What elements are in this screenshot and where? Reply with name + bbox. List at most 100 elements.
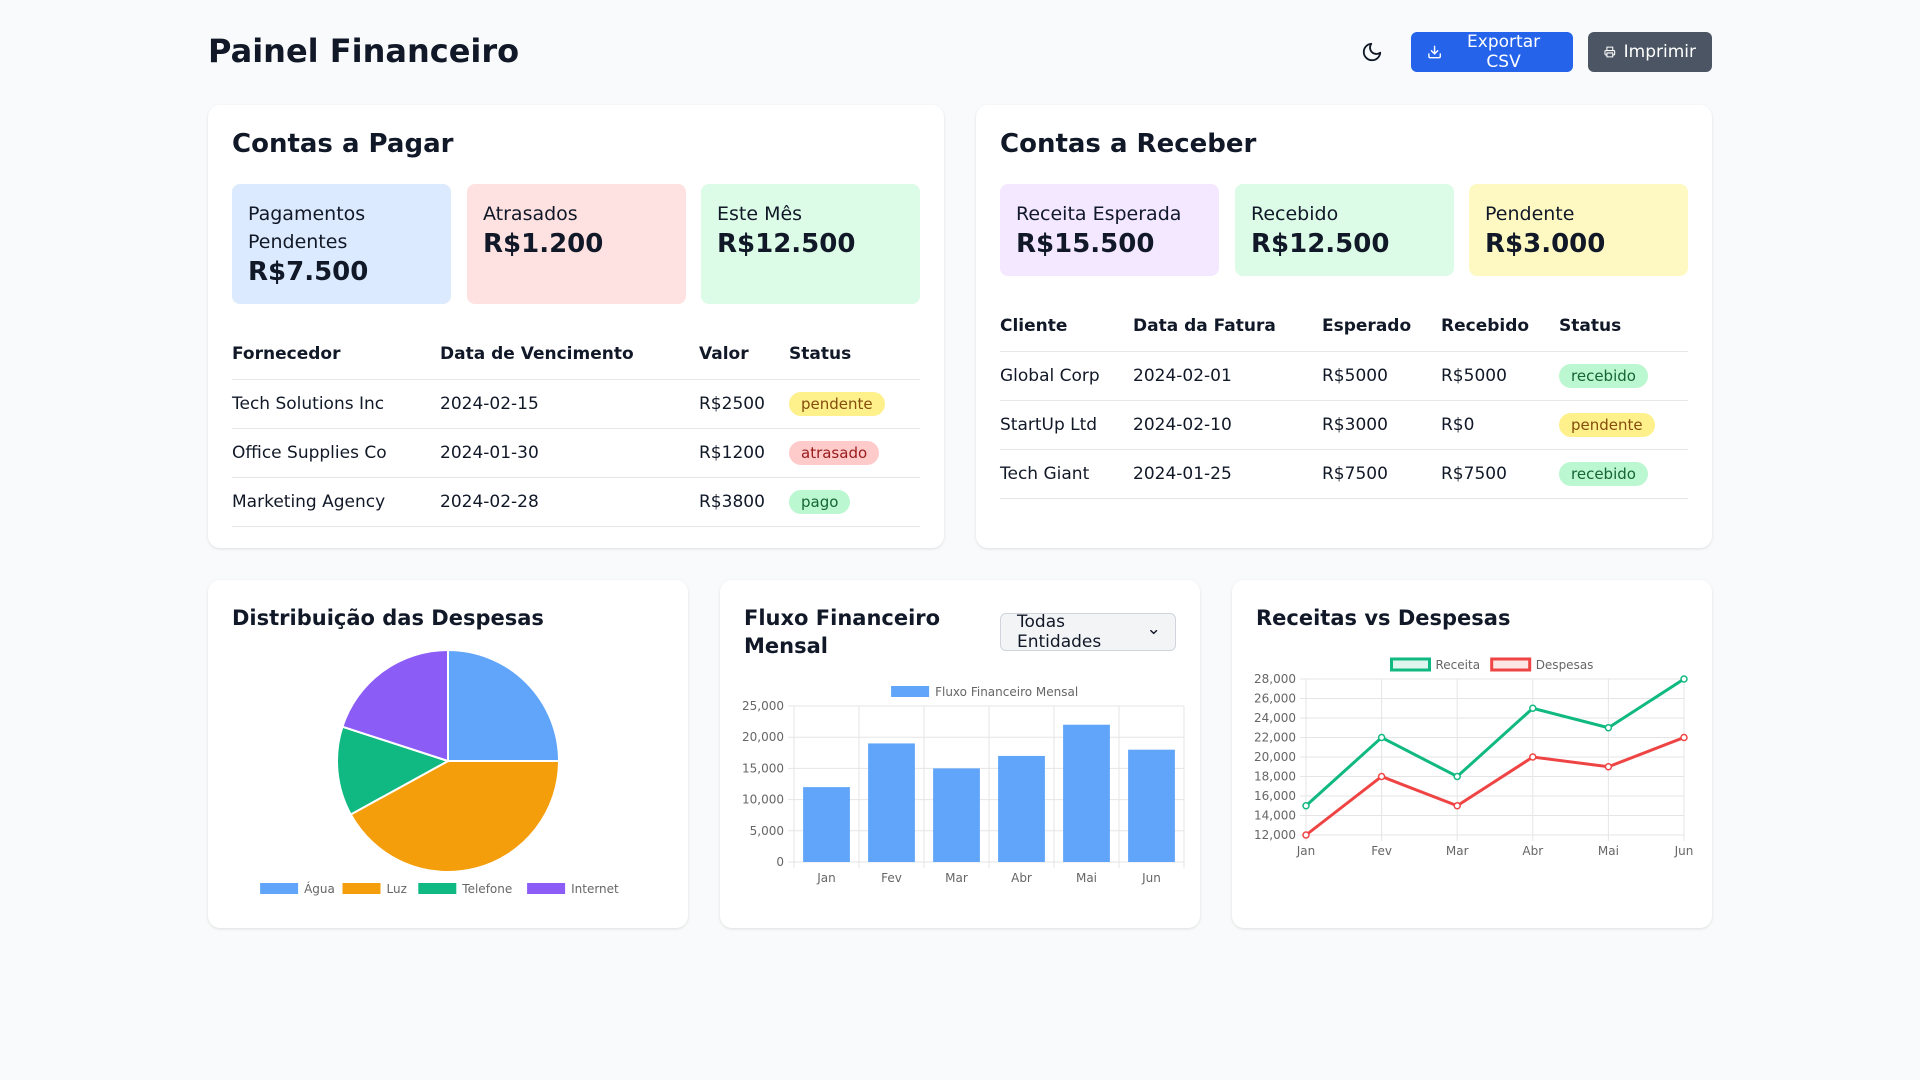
amount-cell: R$3800 bbox=[699, 477, 789, 527]
table-header-row: Cliente Data da Fatura Esperado Recebido… bbox=[1000, 301, 1688, 352]
client-cell: Tech Giant bbox=[1000, 449, 1133, 499]
page-title: Painel Financeiro bbox=[208, 32, 520, 70]
due-date-cell: 2024-02-15 bbox=[440, 379, 699, 429]
status-badge: recebido bbox=[1559, 461, 1648, 486]
data-point bbox=[1529, 704, 1537, 712]
data-point bbox=[1604, 763, 1613, 771]
payables-title: Contas a Pagar bbox=[232, 129, 454, 159]
status-badge: pago bbox=[789, 489, 851, 514]
due-date-cell: 2024-02-28 bbox=[440, 477, 699, 527]
moon-icon bbox=[1362, 42, 1382, 62]
legend-swatch bbox=[260, 883, 299, 894]
table-header-row: Fornecedor Data de Vencimento Valor Stat… bbox=[232, 329, 920, 380]
stat-label: Este Mês bbox=[717, 203, 803, 225]
stat-overdue: Atrasados R$1.200 bbox=[467, 184, 686, 304]
invoice-date-cell: 2024-02-10 bbox=[1133, 400, 1322, 450]
table-row[interactable]: Office Supplies Co 2024-01-30 R$1200 atr… bbox=[232, 428, 920, 478]
legend-label: Fluxo Financeiro Mensal bbox=[935, 685, 1078, 699]
entity-select[interactable]: Todas Entidades bbox=[1000, 612, 1176, 652]
x-tick-label: Jun bbox=[1141, 871, 1161, 885]
legend-swatch bbox=[1490, 657, 1532, 672]
client-cell: Global Corp bbox=[1000, 351, 1133, 401]
pie-slice-telefone bbox=[336, 725, 451, 816]
theme-toggle-button[interactable] bbox=[1356, 36, 1388, 68]
vendor-cell: Marketing Agency bbox=[232, 477, 440, 527]
bar-abr bbox=[998, 755, 1045, 862]
stat-expected-revenue: Receita Esperada R$15.500 bbox=[1000, 184, 1219, 276]
expected-cell: R$3000 bbox=[1322, 400, 1441, 450]
client-cell: StartUp Ltd bbox=[1000, 400, 1133, 450]
data-point bbox=[1302, 831, 1310, 839]
bar-fev bbox=[868, 743, 915, 862]
pie-chart-title: Distribuição das Despesas bbox=[232, 606, 544, 630]
stat-value: R$15.500 bbox=[1016, 229, 1155, 259]
stat-this-month: Este Mês R$12.500 bbox=[701, 184, 920, 304]
column-header: Valor bbox=[699, 329, 789, 380]
y-tick-label: 20,000 bbox=[742, 730, 784, 744]
series-line-receita bbox=[1304, 677, 1685, 807]
stat-value: R$12.500 bbox=[717, 229, 856, 259]
table-row[interactable]: Tech Giant 2024-01-25 R$7500 R$7500 rece… bbox=[1000, 449, 1688, 499]
column-header: Data de Vencimento bbox=[440, 329, 699, 380]
table-row[interactable]: Tech Solutions Inc 2024-02-15 R$2500 pen… bbox=[232, 379, 920, 429]
line-chart-title: Receitas vs Despesas bbox=[1256, 606, 1511, 630]
pie-slice-água bbox=[447, 648, 561, 762]
payables-table: Fornecedor Data de Vencimento Valor Stat… bbox=[232, 329, 920, 527]
stat-label: Recebido bbox=[1251, 203, 1339, 225]
stat-value: R$7.500 bbox=[248, 257, 369, 287]
y-tick-label: 24,000 bbox=[1254, 711, 1296, 725]
monthly-flow-card: Fluxo Financeiro Mensal Todas Entidades … bbox=[720, 580, 1200, 928]
status-badge: pendente bbox=[789, 391, 885, 416]
receivables-table: Cliente Data da Fatura Esperado Recebido… bbox=[1000, 301, 1688, 499]
y-tick-label: 12,000 bbox=[1254, 828, 1296, 842]
series-line-despesas bbox=[1305, 736, 1685, 837]
column-header: Status bbox=[789, 329, 920, 380]
pie-slice-luz bbox=[349, 760, 561, 873]
x-tick-label: Abr bbox=[1522, 844, 1543, 858]
legend-swatch bbox=[891, 686, 930, 697]
legend-swatch bbox=[418, 883, 457, 894]
x-tick-label: Fev bbox=[881, 871, 902, 885]
y-tick-label: 28,000 bbox=[1254, 672, 1296, 686]
legend-swatch bbox=[1390, 657, 1431, 672]
line-chart: 12,000 14,000 16,000 18,000 20,000 22,000 24,0… bbox=[1254, 657, 1694, 858]
entity-select-value: Todas Entidades bbox=[1017, 612, 1102, 652]
y-tick-label: 5,000 bbox=[750, 824, 784, 838]
pie-slice-internet bbox=[341, 648, 449, 763]
chevron-down-icon bbox=[1149, 629, 1157, 635]
legend-label: Internet bbox=[571, 882, 619, 896]
column-header: Cliente bbox=[1000, 301, 1133, 352]
data-point bbox=[1377, 733, 1386, 742]
table-row[interactable]: Marketing Agency 2024-02-28 R$3800 pago bbox=[232, 477, 920, 527]
column-header: Recebido bbox=[1441, 301, 1559, 352]
received-cell: R$5000 bbox=[1441, 351, 1559, 401]
data-point bbox=[1604, 724, 1613, 732]
legend-swatch bbox=[342, 883, 381, 894]
x-tick-label: Jan bbox=[816, 871, 836, 885]
receivables-card: Contas a Receber Receita Esperada R$15.5… bbox=[976, 105, 1712, 548]
stat-label: Atrasados bbox=[483, 203, 578, 225]
amount-cell: R$1200 bbox=[699, 428, 789, 478]
stat-received: Recebido R$12.500 bbox=[1235, 184, 1454, 276]
legend-label: Luz bbox=[387, 882, 407, 896]
invoice-date-cell: 2024-01-25 bbox=[1133, 449, 1322, 499]
x-tick-label: Jun bbox=[1674, 844, 1694, 858]
print-button[interactable]: Imprimir bbox=[1588, 32, 1712, 72]
pie-chart: Água Luz Telefone Internet bbox=[260, 648, 619, 896]
status-badge: recebido bbox=[1559, 363, 1648, 388]
invoice-date-cell: 2024-02-01 bbox=[1133, 351, 1322, 401]
table-row[interactable]: Global Corp 2024-02-01 R$5000 R$5000 rec… bbox=[1000, 351, 1688, 401]
stat-value: R$3.000 bbox=[1485, 229, 1606, 259]
x-tick-label: Mar bbox=[1446, 844, 1469, 858]
column-header: Esperado bbox=[1322, 301, 1441, 352]
y-tick-label: 26,000 bbox=[1254, 692, 1296, 706]
legend-label: Receita bbox=[1436, 658, 1481, 672]
export-csv-button[interactable]: Exportar CSV bbox=[1411, 32, 1573, 72]
vendor-cell: Tech Solutions Inc bbox=[232, 379, 440, 429]
payables-card: Contas a Pagar Pagamentos Pendentes R$7.… bbox=[208, 105, 944, 548]
stat-label: Receita Esperada bbox=[1016, 203, 1182, 225]
table-row[interactable]: StartUp Ltd 2024-02-10 R$3000 R$0 penden… bbox=[1000, 400, 1688, 450]
download-icon bbox=[1428, 45, 1441, 59]
revenue-vs-expenses-card: Receitas vs Despesas 12,000 14,000 16,000 1… bbox=[1232, 580, 1712, 928]
stat-pending: Pendente R$3.000 bbox=[1469, 184, 1688, 276]
